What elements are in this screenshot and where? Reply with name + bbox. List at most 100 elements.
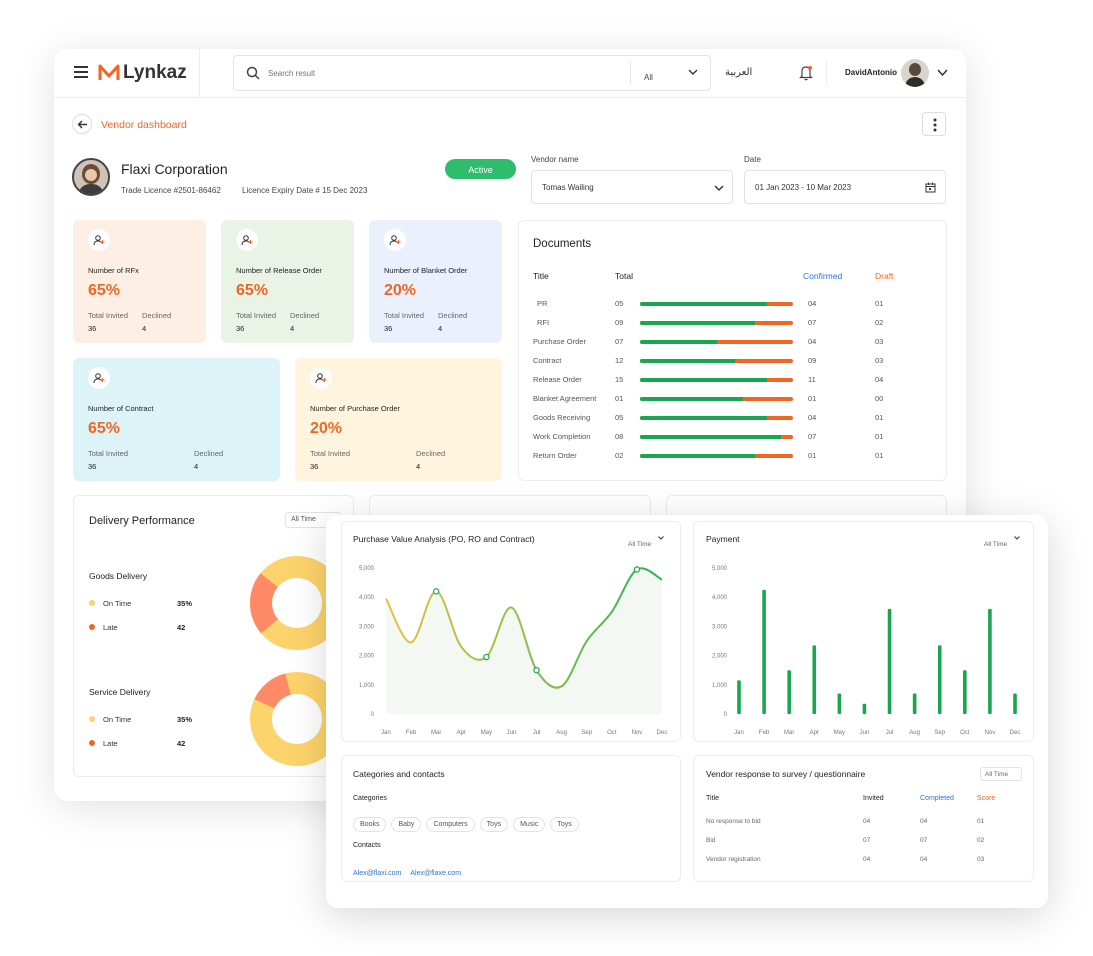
- more-options-button[interactable]: [922, 112, 946, 136]
- stat-title: Number of Release Order: [236, 266, 322, 275]
- category-chip[interactable]: Toys: [479, 817, 509, 832]
- document-row-draft: 03: [875, 337, 884, 346]
- x-tick-label: Aug: [556, 730, 567, 736]
- payment-bar[interactable]: [937, 645, 942, 714]
- vendor-name-value: Tomas Wailing: [542, 183, 594, 192]
- payment-bar[interactable]: [787, 670, 791, 714]
- user-add-icon: [88, 367, 110, 389]
- payment-filter-select[interactable]: All Time: [984, 533, 1024, 548]
- stat-card[interactable]: Number of Contract 65% Total Invited 36 Decl…: [73, 358, 280, 481]
- contact-link[interactable]: Alex@flaxi.com: [353, 870, 402, 877]
- stat-card[interactable]: Number of Release Order 65% Total Invited 3…: [221, 220, 354, 343]
- payment-filter-value: All Time: [984, 541, 1008, 548]
- chevron-down-icon: [658, 536, 664, 540]
- document-progress-bar: [640, 321, 793, 325]
- stat-card[interactable]: Number of RFx 65% Total Invited 36 Declined 4: [73, 220, 206, 343]
- payment-bar[interactable]: [1013, 693, 1017, 714]
- back-button[interactable]: [72, 114, 92, 134]
- document-row-total: 02: [615, 451, 624, 460]
- survey-filter-select[interactable]: All Time: [980, 767, 1022, 781]
- survey-row-completed: 04: [920, 818, 928, 825]
- stat-percent: 20%: [384, 282, 417, 299]
- category-chip[interactable]: Computers: [426, 817, 475, 832]
- arrow-left-icon: [77, 120, 87, 129]
- document-progress-fill: [640, 359, 735, 363]
- document-row-title: Work Completion: [533, 432, 591, 441]
- service-late-label: Late: [103, 739, 118, 748]
- bell-icon[interactable]: [799, 65, 813, 81]
- x-tick-label: Jan: [381, 730, 391, 736]
- payment-bar[interactable]: [737, 680, 741, 714]
- x-tick-label: Aug: [909, 730, 920, 736]
- user-add-icon: [384, 229, 406, 251]
- category-chip[interactable]: Music: [513, 817, 546, 832]
- document-row-confirmed: 01: [808, 394, 817, 403]
- documents-col-total: Total: [615, 271, 633, 281]
- purchase-filter-value: All Time: [628, 541, 652, 548]
- purchase-value-panel: Purchase Value Analysis (PO, RO and Cont…: [341, 521, 681, 742]
- survey-row-invited: 04: [863, 818, 871, 825]
- survey-filter-value: All Time: [985, 771, 1009, 778]
- document-progress-fill: [640, 435, 781, 439]
- payment-bar[interactable]: [762, 589, 766, 714]
- survey-row-score: 01: [977, 818, 985, 825]
- language-switch[interactable]: العربية: [725, 67, 753, 78]
- document-row-confirmed: 11: [808, 375, 816, 384]
- date-range-value: 01 Jan 2023 - 10 Mar 2023: [755, 183, 852, 192]
- payment-bar[interactable]: [988, 608, 992, 714]
- payment-bar[interactable]: [837, 693, 842, 714]
- line-point[interactable]: [483, 653, 490, 661]
- y-tick-label: 1,000: [712, 683, 728, 689]
- search-input[interactable]: [268, 64, 618, 82]
- survey-row-completed: 04: [920, 856, 928, 863]
- stat-declined-value: 4: [416, 462, 421, 471]
- avatar[interactable]: [901, 59, 929, 87]
- goods-on-time-value: 35%: [177, 599, 193, 608]
- document-row-draft: 00: [875, 394, 884, 403]
- stat-percent: 65%: [236, 282, 269, 299]
- chevron-down-icon[interactable]: [937, 69, 948, 77]
- breadcrumb: Vendor dashboard: [101, 119, 187, 131]
- vendor-name-select[interactable]: Tomas Wailing: [531, 170, 733, 204]
- stat-card[interactable]: Number of Purchase Order 20% Total Invited…: [295, 358, 502, 481]
- vendor-name-label: Vendor name: [531, 155, 579, 164]
- stat-invited-value: 36: [384, 324, 393, 333]
- purchase-chart-title: Purchase Value Analysis (PO, RO and Cont…: [353, 534, 535, 544]
- date-range-picker[interactable]: 01 Jan 2023 - 10 Mar 2023: [744, 170, 946, 204]
- survey-row-score: 03: [977, 856, 985, 863]
- payment-bar[interactable]: [963, 670, 967, 714]
- x-tick-label: Mar: [431, 730, 441, 736]
- purchase-filter-select[interactable]: All Time: [628, 533, 668, 548]
- x-tick-label: Apr: [810, 730, 819, 736]
- goods-late-value: 42: [177, 623, 186, 632]
- x-tick-label: Oct: [607, 730, 617, 736]
- stat-card[interactable]: Number of Blanket Order 20% Total Invited 3…: [369, 220, 502, 343]
- stat-declined-value: 4: [438, 324, 443, 333]
- payment-chart-title: Payment: [706, 534, 740, 544]
- payment-bar[interactable]: [862, 703, 867, 714]
- category-chip[interactable]: Baby: [391, 817, 422, 832]
- contact-link[interactable]: Alex@flaxe.com: [410, 870, 462, 877]
- search-icon[interactable]: [246, 66, 260, 80]
- payment-bar[interactable]: [812, 645, 817, 714]
- line-point[interactable]: [432, 588, 440, 595]
- document-row-draft: 02: [875, 318, 884, 327]
- document-row-title: Contract: [533, 356, 562, 365]
- menu-icon[interactable]: [74, 66, 88, 78]
- payment-bar[interactable]: [887, 608, 892, 714]
- survey-col-invited: Invited: [863, 795, 884, 802]
- category-chip[interactable]: Toys: [550, 817, 579, 832]
- survey-col-score: Score: [977, 795, 996, 802]
- line-point[interactable]: [633, 566, 641, 573]
- payment-bar[interactable]: [912, 693, 917, 714]
- stat-percent: 65%: [88, 420, 121, 437]
- survey-row-title: Bid: [706, 837, 716, 844]
- username[interactable]: DavidAntonio: [845, 68, 897, 77]
- brand-logo[interactable]: Lynkaz: [98, 62, 187, 84]
- survey-row-invited: 07: [863, 837, 871, 844]
- category-chip[interactable]: Books: [353, 817, 387, 832]
- search-filter-select[interactable]: All: [644, 67, 704, 82]
- document-row-draft: 01: [875, 299, 884, 308]
- document-row-total: 12: [615, 356, 624, 365]
- line-point[interactable]: [533, 666, 540, 674]
